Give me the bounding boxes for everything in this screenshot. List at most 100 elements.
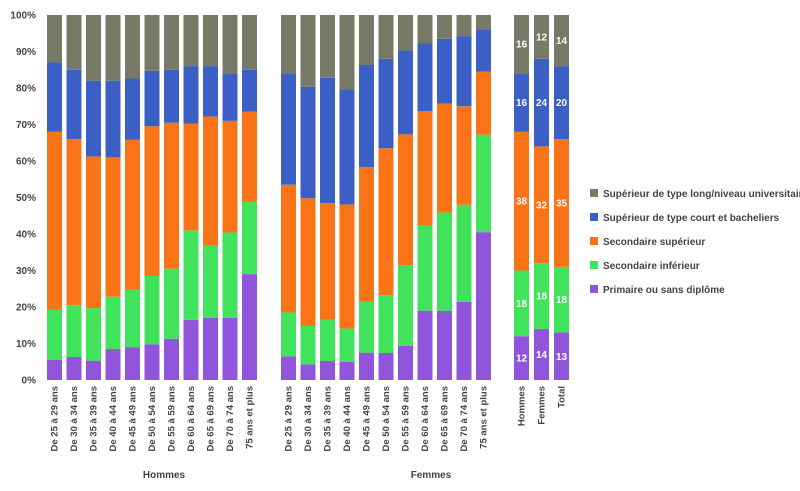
x-tick-label: De 25 à 29 ans xyxy=(284,386,295,452)
bar-segment xyxy=(554,332,569,380)
bar-segment xyxy=(105,348,121,380)
x-tick-label: De 65 à 69 ans xyxy=(206,386,217,452)
data-label: 14 xyxy=(556,36,568,47)
x-axis-labels: De 25 à 29 ans De 30 à 34 ans De 35 à 39 a… xyxy=(50,386,568,452)
x-tick-label: De 25 à 29 ans xyxy=(50,386,61,452)
y-axis: 0% 10% 20% 30% 40% 50% 60% 70% 80% 90% 100% xyxy=(10,11,36,387)
y-tick-label: 10% xyxy=(16,339,36,350)
bar-segment xyxy=(359,352,374,380)
data-label: 12 xyxy=(516,354,528,365)
bar-segment xyxy=(534,58,549,147)
bar-segment xyxy=(339,328,355,362)
legend-label: Supérieur de type court et bacheliers xyxy=(603,213,780,224)
bar-segment xyxy=(417,43,433,111)
x-tick-label: De 60 à 64 ans xyxy=(186,386,197,452)
bar-segment xyxy=(125,78,140,140)
bar-segment xyxy=(514,336,529,380)
bar-segment xyxy=(242,201,257,275)
bar-segment xyxy=(320,77,335,203)
bar-segment xyxy=(203,15,218,67)
data-label: 12 xyxy=(536,32,548,43)
bar-segment xyxy=(398,265,413,346)
bar-segment xyxy=(300,198,316,326)
bar-segment xyxy=(242,15,257,70)
x-tick-label: De 30 à 34 ans xyxy=(303,386,314,452)
bar-segment xyxy=(125,15,140,79)
bar-segment xyxy=(378,352,394,380)
bar-segment xyxy=(183,319,199,380)
bar-segment xyxy=(281,356,296,380)
bar-segment xyxy=(476,134,491,233)
x-tick-label: De 35 à 39 ans xyxy=(89,386,100,452)
legend-label: Supérieur de type long/niveau universita… xyxy=(603,189,800,200)
bar-segment xyxy=(66,357,82,380)
legend-label: Secondaire inférieur xyxy=(603,261,700,272)
bar-segment xyxy=(476,71,491,135)
bar-segment xyxy=(281,73,296,185)
bar-segment xyxy=(125,347,140,380)
bar-segment xyxy=(359,167,374,302)
bar-segment xyxy=(554,15,569,67)
data-label: 14 xyxy=(536,350,548,361)
bar-segment xyxy=(222,232,238,318)
data-label: 18 xyxy=(516,299,528,310)
bar-segment xyxy=(300,15,316,87)
bar-segment xyxy=(359,65,374,168)
y-tick-label: 70% xyxy=(16,120,36,131)
bar-segment xyxy=(339,89,355,205)
x-tick-label: De 35 à 39 ans xyxy=(323,386,334,452)
bar-segment xyxy=(164,268,179,339)
bar-segment xyxy=(183,66,199,124)
data-label: 16 xyxy=(516,98,528,109)
bar-segment xyxy=(300,325,316,365)
x-tick-label: Hommes xyxy=(517,386,528,426)
bar-segment xyxy=(105,80,121,158)
bar-segment xyxy=(476,232,491,380)
bar-segment xyxy=(456,106,472,205)
bar-segment xyxy=(398,15,413,51)
x-tick-label: De 45 à 49 ans xyxy=(128,386,139,452)
bar-segment xyxy=(66,305,82,358)
bar-segment xyxy=(300,364,316,380)
bar-segment xyxy=(164,338,179,380)
bar-segment xyxy=(222,120,238,233)
bar-segment xyxy=(437,38,452,104)
bar-segment xyxy=(47,359,62,380)
bar-segment xyxy=(417,225,433,311)
bar-segment xyxy=(281,312,296,357)
x-tick-label: De 70 à 74 ans xyxy=(459,386,470,452)
x-tick-label: De 30 à 34 ans xyxy=(69,386,80,452)
bar-segment xyxy=(554,139,569,267)
bar-segment xyxy=(534,146,549,264)
bar-segment xyxy=(534,15,549,59)
bar-segment xyxy=(378,148,394,296)
bar-segment xyxy=(47,15,62,63)
bar-segment xyxy=(339,15,355,90)
bar-segment xyxy=(222,15,238,74)
bar-segment xyxy=(320,319,335,362)
bar-segment xyxy=(398,50,413,135)
bar-segment xyxy=(203,66,218,117)
group-label: Femmes xyxy=(411,470,452,481)
bar-segment xyxy=(514,73,529,132)
bar-segment xyxy=(86,308,101,361)
data-label: 35 xyxy=(556,198,568,209)
bar-segment xyxy=(281,15,296,74)
bar-segment xyxy=(437,212,452,312)
data-label: 20 xyxy=(556,98,568,109)
bar-segment xyxy=(320,361,335,380)
x-tick-label: De 45 à 49 ans xyxy=(362,386,373,452)
bar-segment xyxy=(359,301,374,353)
bar-segment xyxy=(514,131,529,271)
data-label: 16 xyxy=(516,40,528,51)
bar-segment xyxy=(398,345,413,380)
bar-segment xyxy=(164,69,179,123)
x-tick-label: De 40 à 44 ans xyxy=(342,386,353,452)
x-tick-label: Femmes xyxy=(537,386,548,425)
x-tick-label: De 65 à 69 ans xyxy=(440,386,451,452)
data-label: 32 xyxy=(536,200,548,211)
legend-swatch xyxy=(590,285,598,293)
bar-segment xyxy=(456,301,472,380)
y-tick-label: 80% xyxy=(16,84,36,95)
bar-segment xyxy=(203,317,218,380)
